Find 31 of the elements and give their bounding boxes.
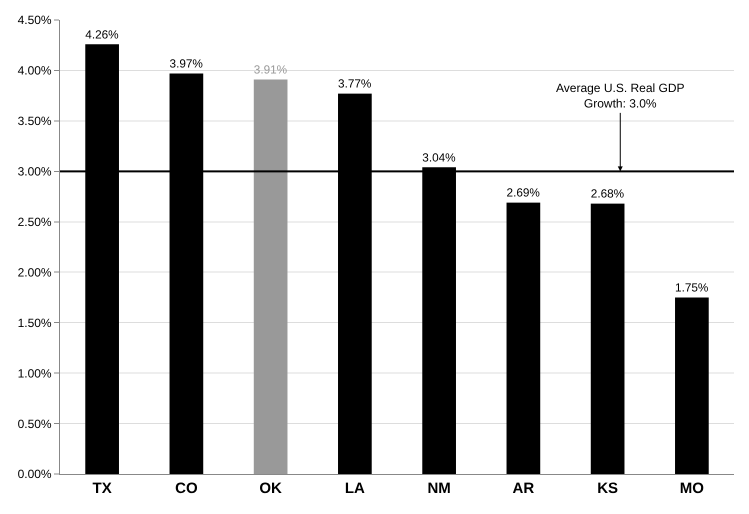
- y-tick-label: 0.50%: [18, 416, 52, 431]
- y-tick-label: 4.00%: [18, 64, 52, 78]
- x-tick-label: TX: [92, 480, 112, 497]
- bar: [590, 204, 624, 474]
- y-tick-label: 3.00%: [18, 164, 52, 179]
- y-tick-label: 2.50%: [18, 214, 52, 229]
- ref-line-label: Average U.S. Real GDP Growth: 3.0%: [556, 81, 685, 111]
- data-label: 2.69%: [506, 186, 540, 200]
- x-tick-label: AR: [512, 480, 534, 497]
- data-label: 4.26%: [85, 28, 120, 42]
- x-tick-label: LA: [344, 480, 366, 497]
- data-label: 3.91%: [254, 64, 288, 77]
- data-label: 3.77%: [338, 78, 372, 91]
- x-tick-label: KS: [597, 480, 618, 497]
- y-tick-label: 1.00%: [18, 366, 52, 380]
- x-tick-label: MO: [680, 480, 704, 497]
- data-label: 3.97%: [170, 58, 204, 71]
- y-tick-label: 0.00%: [18, 467, 52, 482]
- y-tick-label: 3.50%: [18, 114, 52, 128]
- x-tick-label: NM: [427, 480, 451, 497]
- data-label: 2.68%: [590, 188, 625, 201]
- y-tick-label: 1.50%: [18, 316, 52, 330]
- bar: [506, 202, 540, 474]
- data-label: 3.04%: [422, 151, 456, 164]
- y-tick-label: 2.00%: [18, 265, 52, 280]
- y-tick-label: 4.50%: [18, 13, 52, 28]
- bar: [675, 297, 709, 474]
- data-label: 1.75%: [675, 281, 709, 294]
- x-tick-label: OK: [259, 480, 282, 497]
- x-tick-label: CO: [175, 480, 198, 497]
- bar: [254, 80, 288, 474]
